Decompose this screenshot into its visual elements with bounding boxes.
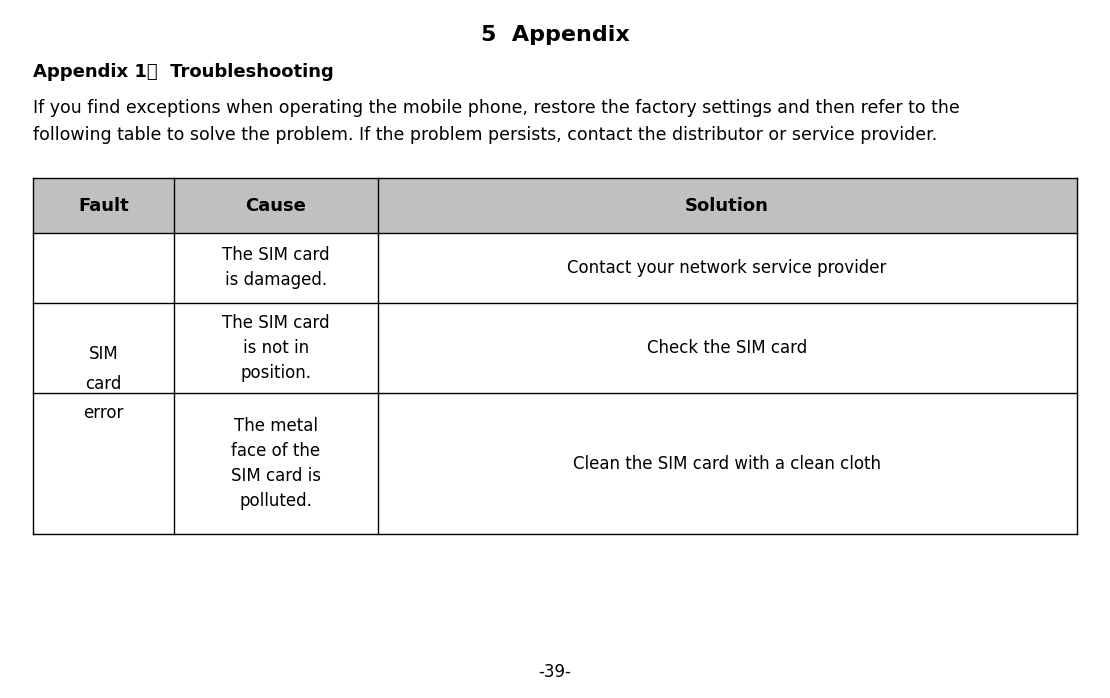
- Bar: [33, 178, 1077, 233]
- Text: Clean the SIM card with a clean cloth: Clean the SIM card with a clean cloth: [573, 454, 881, 473]
- Text: If you find exceptions when operating the mobile phone, restore the factory sett: If you find exceptions when operating th…: [33, 99, 960, 117]
- Text: The metal
face of the
SIM card is
polluted.: The metal face of the SIM card is pollut…: [231, 417, 321, 510]
- Text: 5  Appendix: 5 Appendix: [481, 25, 629, 45]
- Text: SIM
card
error: SIM card error: [83, 346, 124, 422]
- Text: Fault: Fault: [79, 197, 129, 214]
- Text: Contact your network service provider: Contact your network service provider: [567, 259, 887, 277]
- Text: Cause: Cause: [245, 197, 306, 214]
- Text: The SIM card
is damaged.: The SIM card is damaged.: [222, 246, 330, 290]
- Text: -39-: -39-: [538, 662, 572, 681]
- Text: Check the SIM card: Check the SIM card: [647, 339, 807, 357]
- Text: The SIM card
is not in
position.: The SIM card is not in position.: [222, 314, 330, 382]
- Text: Solution: Solution: [685, 197, 769, 214]
- Text: following table to solve the problem. If the problem persists, contact the distr: following table to solve the problem. If…: [33, 126, 938, 144]
- Text: Appendix 1：  Troubleshooting: Appendix 1： Troubleshooting: [33, 63, 334, 81]
